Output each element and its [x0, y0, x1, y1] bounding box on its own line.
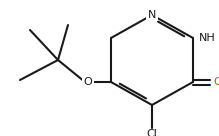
Text: O: O — [84, 77, 92, 87]
Text: O: O — [213, 77, 219, 87]
Text: NH: NH — [199, 33, 216, 43]
Text: N: N — [148, 10, 156, 20]
Text: Cl: Cl — [147, 129, 157, 136]
